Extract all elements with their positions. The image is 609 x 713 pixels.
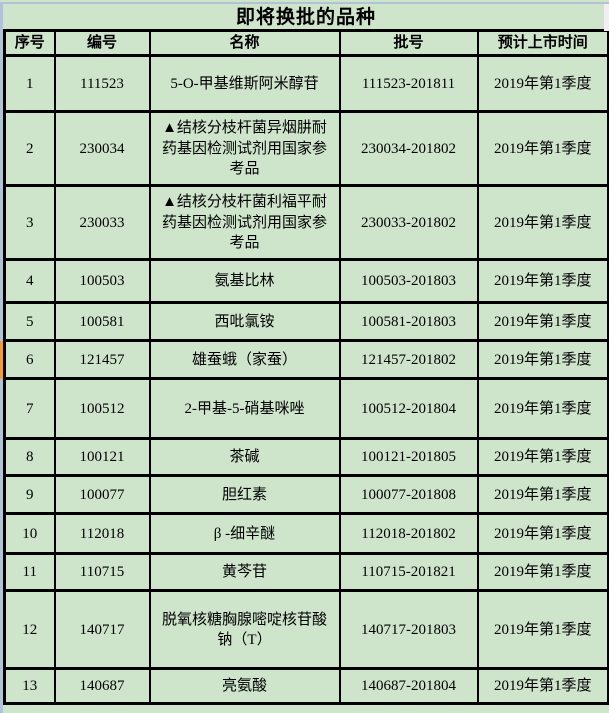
table-row: 5 100581 西吡氯铵 100581-201803 2019年第1季度 [3, 301, 609, 343]
cell-listing: 2019年第1季度 [476, 667, 609, 706]
cell-listing: 2019年第1季度 [476, 301, 609, 343]
cell-code: 230033 [53, 184, 151, 262]
row6-highlight-marker [0, 341, 3, 379]
cell-no: 13 [3, 667, 56, 706]
cell-code: 100077 [53, 474, 151, 516]
cell-code: 100503 [53, 258, 151, 305]
cell-listing: 2019年第1季度 [476, 110, 609, 188]
window-edge-top [0, 2, 609, 4]
cell-name: 2-甲基-5-硝基咪唑 [148, 377, 341, 441]
column-header-code: 编号 [53, 28, 151, 58]
table-row: 1 111523 5-O-甲基维斯阿米醇苷 111523-201811 2019年第1季… [3, 54, 609, 114]
table-row: 13 140687 亮氨酸 140687-201804 2019年第1季度 [3, 667, 609, 706]
header-row: 序号 编号 名称 批号 预计上市时间 [3, 28, 609, 58]
cell-code: 121457 [53, 339, 151, 381]
cell-no: 5 [3, 301, 56, 343]
cell-no: 6 [3, 339, 56, 381]
column-header-listing: 预计上市时间 [476, 28, 609, 58]
column-header-name: 名称 [148, 28, 341, 58]
cell-listing: 2019年第1季度 [476, 552, 609, 593]
table-row: 10 112018 β -细辛醚 112018-201802 2019年第1季度 [3, 512, 609, 556]
table-row: 3 230033 ▲结核分枝杆菌利福平耐药基因检测试剂用国家参考品 230033-20… [3, 184, 609, 262]
cell-no: 8 [3, 437, 56, 478]
table-row: 8 100121 茶碱 100121-201805 2019年第1季度 [3, 437, 609, 478]
cell-name: β -细辛醚 [148, 512, 341, 556]
cell-name: 西吡氯铵 [148, 301, 341, 343]
table-row: 4 100503 氨基比林 100503-201803 2019年第1季度 [3, 258, 609, 305]
cell-batch: 112018-201802 [338, 512, 479, 556]
cell-batch: 100077-201808 [338, 474, 479, 516]
cell-name: 茶碱 [148, 437, 341, 478]
cell-code: 100121 [53, 437, 151, 478]
cell-name: 黄芩苷 [148, 552, 341, 593]
cell-no: 3 [3, 184, 56, 262]
cell-name: 5-O-甲基维斯阿米醇苷 [148, 54, 341, 114]
cell-listing: 2019年第1季度 [476, 589, 609, 671]
cell-name: 亮氨酸 [148, 667, 341, 706]
cell-listing: 2019年第1季度 [476, 474, 609, 516]
cell-no: 9 [3, 474, 56, 516]
cell-batch: 100121-201805 [338, 437, 479, 478]
cell-batch: 140687-201804 [338, 667, 479, 706]
table-row: 2 230034 ▲结核分枝杆菌异烟肼耐药基因检测试剂用国家参考品 230034-20… [3, 110, 609, 188]
cell-no: 12 [3, 589, 56, 671]
cell-batch: 230033-201802 [338, 184, 479, 262]
cell-batch: 140717-201803 [338, 589, 479, 671]
cell-no: 4 [3, 258, 56, 305]
column-header-batch: 批号 [338, 28, 479, 58]
cell-name: 胆红素 [148, 474, 341, 516]
cell-listing: 2019年第1季度 [476, 512, 609, 556]
top-right-strip [604, 4, 609, 31]
cell-batch: 100581-201803 [338, 301, 479, 343]
cell-batch: 230034-201802 [338, 110, 479, 188]
table-row: 7 100512 2-甲基-5-硝基咪唑 100512-201804 2019年第1季度 [3, 377, 609, 441]
cell-batch: 111523-201811 [338, 54, 479, 114]
cell-batch: 100503-201803 [338, 258, 479, 305]
cell-listing: 2019年第1季度 [476, 258, 609, 305]
cell-code: 140717 [53, 589, 151, 671]
cell-no: 2 [3, 110, 56, 188]
cell-listing: 2019年第1季度 [476, 377, 609, 441]
cell-batch: 110715-201821 [338, 552, 479, 593]
cell-listing: 2019年第1季度 [476, 339, 609, 381]
cell-batch: 121457-201802 [338, 339, 479, 381]
cell-no: 1 [3, 54, 56, 114]
cell-code: 111523 [53, 54, 151, 114]
column-header-no: 序号 [3, 28, 56, 58]
cell-code: 112018 [53, 512, 151, 556]
cell-code: 140687 [53, 667, 151, 706]
cell-code: 100512 [53, 377, 151, 441]
cell-name: ▲结核分枝杆菌异烟肼耐药基因检测试剂用国家参考品 [148, 110, 341, 188]
table-row: 11 110715 黄芩苷 110715-201821 2019年第1季度 [3, 552, 609, 593]
table-row: 12 140717 脱氧核糖胸腺嘧啶核苷酸钠（T） 140717-201803 2019… [3, 589, 609, 671]
table-row: 9 100077 胆红素 100077-201808 2019年第1季度 [3, 474, 609, 516]
cell-code: 110715 [53, 552, 151, 593]
cell-listing: 2019年第1季度 [476, 54, 609, 114]
cell-batch: 100512-201804 [338, 377, 479, 441]
page-title: 即将换批的品种 [235, 7, 376, 28]
cell-no: 11 [3, 552, 56, 593]
cell-no: 10 [3, 512, 56, 556]
cell-name: 氨基比林 [148, 258, 341, 305]
cell-code: 100581 [53, 301, 151, 343]
cell-name: 雄蚕蛾（家蚕） [148, 339, 341, 381]
cell-name: ▲结核分枝杆菌利福平耐药基因检测试剂用国家参考品 [148, 184, 341, 262]
products-table: 序号 编号 名称 批号 预计上市时间 1 111523 5-O-甲基维斯阿米醇苷 11… [3, 28, 609, 706]
table-row: 6 121457 雄蚕蛾（家蚕） 121457-201802 2019年第1季度 [3, 339, 609, 381]
cell-listing: 2019年第1季度 [476, 184, 609, 262]
cell-listing: 2019年第1季度 [476, 437, 609, 478]
cell-name: 脱氧核糖胸腺嘧啶核苷酸钠（T） [148, 589, 341, 671]
cell-code: 230034 [53, 110, 151, 188]
cell-no: 7 [3, 377, 56, 441]
